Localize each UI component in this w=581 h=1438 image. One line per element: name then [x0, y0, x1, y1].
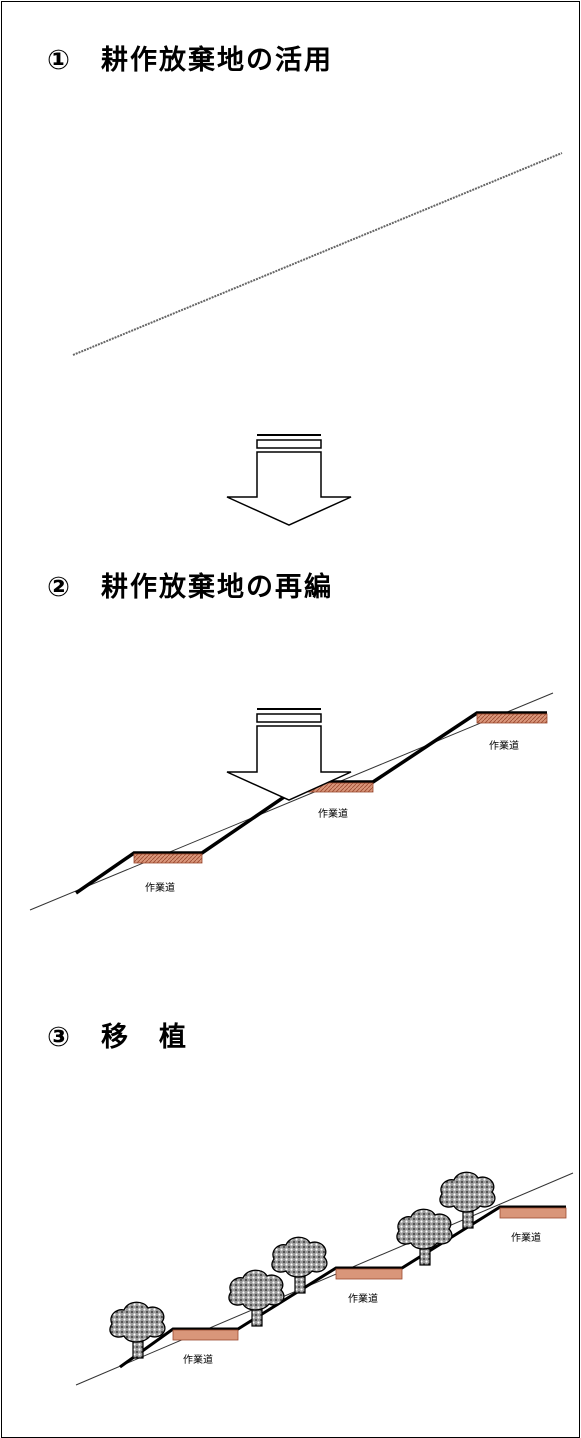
tree-1-icon: [109, 1301, 166, 1359]
step-3-title: 移 植: [101, 1022, 188, 1053]
road-label-5: 作業道: [348, 1292, 378, 1305]
step-2-title: 耕作放棄地の再編: [101, 572, 333, 603]
step-1-number: ①: [47, 45, 72, 76]
road-segment-3: [476, 713, 548, 724]
road-segment-6: [499, 1207, 567, 1219]
original-slope-line: [72, 152, 563, 356]
planted-slope-thin-line: [75, 1172, 574, 1386]
step-2-heading: ② 耕作放棄地の再編: [47, 565, 333, 604]
transplant-diagram: 作業道 作業道 作業道: [75, 1171, 574, 1386]
road-segment-1: [133, 853, 203, 864]
road-label-4: 作業道: [183, 1353, 213, 1366]
tree-4-icon: [396, 1208, 453, 1266]
step-1-heading: ① 耕作放棄地の活用: [47, 38, 333, 77]
road-label-6: 作業道: [511, 1231, 541, 1244]
tree-2-icon: [228, 1269, 285, 1327]
planted-ground-line: [119, 1205, 566, 1369]
road-label-3: 作業道: [489, 739, 519, 752]
down-arrow-2: [226, 708, 352, 801]
step-1-title: 耕作放棄地の活用: [101, 45, 333, 76]
road-segment-4: [172, 1329, 239, 1341]
step-2-number: ②: [47, 572, 72, 603]
road-segment-5: [335, 1268, 403, 1280]
step-3-heading: ③ 移 植: [47, 1015, 188, 1054]
road-label-1: 作業道: [145, 881, 175, 894]
original-slope-thin-line: [29, 692, 554, 911]
down-arrow-1: [226, 434, 352, 526]
road-label-2: 作業道: [318, 807, 348, 820]
terrace-diagram: 作業道 作業道 作業道: [29, 692, 554, 911]
step-3-number: ③: [47, 1022, 72, 1053]
